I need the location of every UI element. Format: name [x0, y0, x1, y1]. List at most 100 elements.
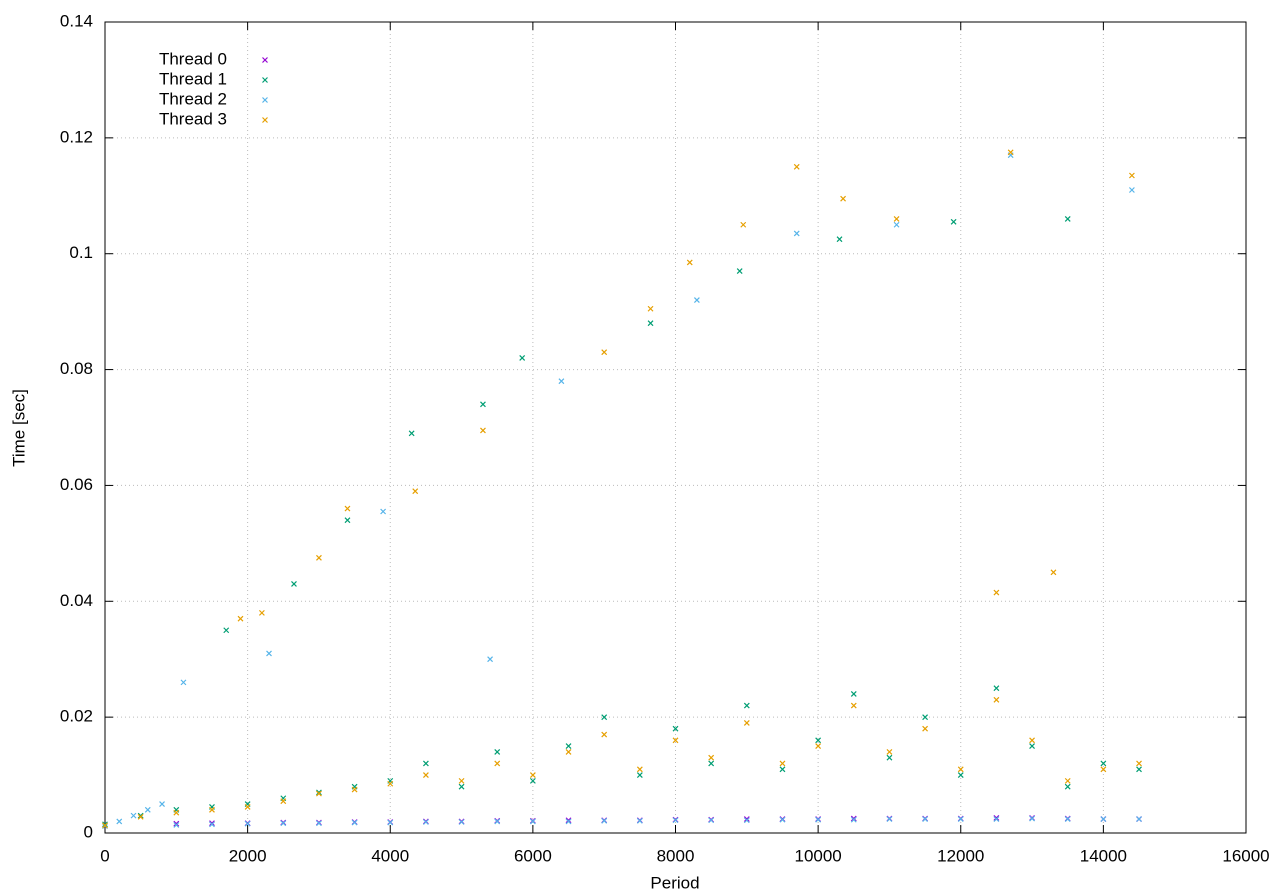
point [1136, 760, 1142, 767]
point [886, 816, 893, 823]
point [116, 818, 123, 825]
point [893, 221, 900, 228]
point [209, 820, 215, 827]
point [922, 714, 929, 721]
point [130, 812, 137, 819]
y-tick-label: 0.14 [60, 11, 93, 30]
point [850, 702, 857, 709]
point [351, 786, 358, 793]
point [993, 816, 1000, 823]
legend-marker [262, 77, 268, 83]
point [1007, 149, 1014, 156]
point [480, 427, 486, 434]
point [173, 820, 180, 827]
point [1050, 569, 1057, 576]
point [672, 817, 679, 824]
point [793, 230, 800, 237]
point [601, 731, 608, 738]
point [957, 816, 964, 823]
point [1029, 815, 1035, 822]
legend-marker [262, 97, 268, 103]
point [1100, 816, 1107, 823]
point [137, 812, 144, 819]
point [565, 818, 572, 825]
point [422, 819, 429, 825]
point [740, 221, 747, 228]
point [412, 488, 419, 495]
point [244, 804, 251, 810]
legend-marker [262, 117, 268, 123]
point [565, 817, 572, 824]
point [529, 777, 536, 784]
point [957, 766, 964, 773]
x-axis-label: Period [650, 873, 699, 892]
point [1136, 816, 1142, 823]
point [1064, 783, 1071, 790]
point [736, 268, 743, 275]
point [779, 760, 786, 767]
x-tick-label: 0 [100, 846, 109, 865]
point [458, 819, 465, 825]
point [102, 821, 108, 828]
point [672, 725, 679, 732]
point [408, 430, 415, 437]
point [565, 743, 572, 750]
point [1064, 816, 1071, 823]
point [993, 815, 1000, 821]
point [743, 702, 750, 709]
point [957, 772, 964, 778]
point [137, 813, 144, 820]
point [173, 821, 180, 828]
x-tick-label: 2000 [229, 846, 267, 865]
point [316, 790, 322, 797]
point [636, 817, 643, 824]
point [558, 378, 565, 385]
point [458, 777, 465, 784]
point [993, 685, 1000, 692]
point [886, 748, 893, 755]
point [708, 817, 715, 824]
point [144, 806, 151, 813]
point [779, 766, 786, 773]
x-tick-label: 12000 [937, 846, 984, 865]
point [487, 656, 494, 663]
point [458, 783, 465, 790]
point [1029, 737, 1035, 744]
point [244, 820, 251, 827]
y-axis-label: Time [sec] [9, 389, 28, 467]
point [258, 609, 265, 616]
point [1136, 766, 1142, 773]
point [209, 821, 215, 828]
point [316, 789, 322, 796]
point [1100, 760, 1107, 767]
y-tick-label: 0.04 [60, 591, 93, 610]
point [351, 819, 358, 826]
point [480, 401, 486, 408]
y-tick-label: 0.06 [60, 475, 93, 494]
y-tick-label: 0.1 [69, 243, 93, 262]
point [601, 714, 608, 721]
y-tick-label: 0 [84, 822, 93, 841]
point [316, 820, 322, 827]
point [280, 798, 287, 805]
point [815, 816, 822, 823]
point [344, 517, 351, 524]
point [893, 216, 900, 222]
point [636, 772, 643, 778]
point [815, 737, 822, 744]
x-tick-label: 10000 [794, 846, 841, 865]
point [779, 816, 786, 823]
point [422, 760, 429, 767]
point [993, 589, 1000, 596]
point [708, 754, 715, 761]
plot-frame [104, 21, 1247, 834]
x-tick-label: 4000 [371, 846, 409, 865]
point [380, 508, 387, 515]
point [387, 819, 394, 826]
point [886, 754, 893, 761]
point [1029, 743, 1035, 750]
point [601, 817, 608, 824]
point [850, 816, 857, 823]
point [636, 766, 643, 773]
